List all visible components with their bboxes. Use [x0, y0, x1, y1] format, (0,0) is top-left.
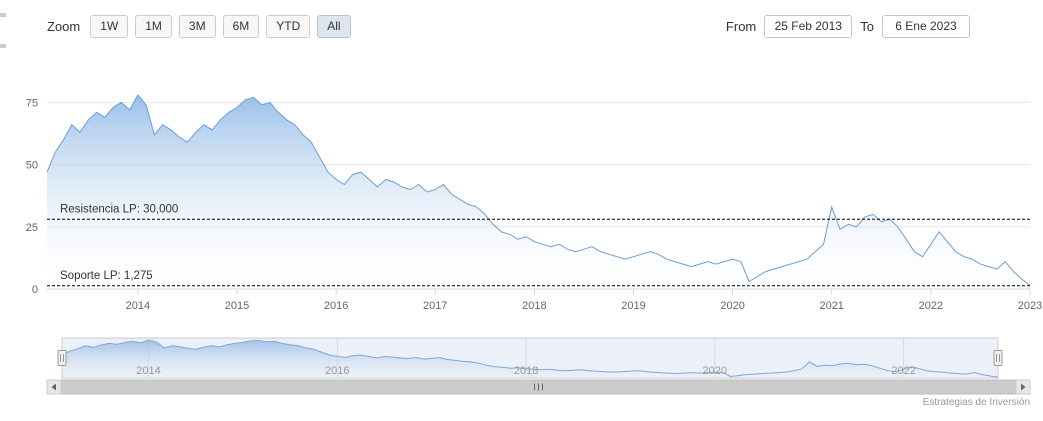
navigator-axis-label: 2020 — [703, 365, 727, 377]
x-axis-label: 2018 — [522, 300, 546, 312]
x-axis-label: 2019 — [621, 300, 645, 312]
range-button-3m[interactable]: 3M — [178, 14, 216, 38]
screen-edge-artifact — [0, 13, 6, 17]
x-axis-label: 2020 — [720, 300, 744, 312]
arrow-right-icon — [1021, 383, 1026, 391]
support-label: Soporte LP: 1,275 — [60, 270, 153, 282]
navigator-axis-label: 2014 — [136, 365, 160, 377]
resistance-label: Resistencia LP: 30,000 — [60, 203, 178, 215]
range-button-1w[interactable]: 1W — [90, 14, 129, 38]
y-axis-label: 75 — [26, 97, 38, 109]
to-label: To — [860, 18, 874, 34]
x-axis-label: 2023 — [1018, 300, 1042, 312]
zoom-label: Zoom — [47, 18, 81, 34]
to-date-input[interactable] — [882, 14, 970, 38]
x-axis-label: 2017 — [423, 300, 447, 312]
arrow-left-icon — [51, 383, 56, 391]
x-axis-label: 2021 — [819, 300, 843, 312]
navigator-mask — [62, 338, 998, 378]
y-axis-label: 50 — [26, 160, 38, 172]
range-button-group: 1W 1M 3M 6M YTD All — [90, 14, 351, 38]
from-label: From — [725, 18, 757, 34]
navigator-handle-left[interactable] — [57, 350, 67, 366]
navigator-series-line — [61, 339, 999, 378]
chart-credit[interactable]: Estrategias de Inversión — [922, 397, 1030, 408]
x-axis-label: 2015 — [225, 300, 249, 312]
y-axis-label: 25 — [26, 222, 38, 234]
scrollbar-left-button[interactable] — [46, 379, 62, 395]
range-button-all[interactable]: All — [317, 14, 351, 38]
navigator[interactable]: 2014 2016 2018 2020 2022 — [0, 333, 1043, 403]
navigator-axis-label: 2022 — [891, 365, 915, 377]
from-date-input[interactable] — [764, 14, 853, 38]
scrollbar-right-button[interactable] — [1015, 379, 1031, 395]
range-button-6m[interactable]: 6M — [222, 14, 260, 38]
date-range-group: From To — [725, 14, 970, 38]
navigator-handle-right[interactable] — [993, 350, 1003, 366]
range-button-ytd[interactable]: YTD — [266, 14, 311, 38]
series-line — [46, 94, 1031, 286]
screen-edge-artifact — [0, 44, 6, 48]
navigator-axis-label: 2016 — [325, 365, 349, 377]
x-axis-label: 2014 — [126, 300, 150, 312]
navigator-axis-label: 2018 — [514, 365, 538, 377]
range-button-1m[interactable]: 1M — [135, 14, 172, 38]
area-series — [47, 95, 1030, 289]
x-axis-label: 2022 — [919, 300, 943, 312]
x-axis-label: 2016 — [324, 300, 348, 312]
navigator-area-series — [62, 340, 998, 378]
main-chart[interactable]: 0 25 50 75 2014 2015 2016 2017 2018 2019 2020 2021 2… — [0, 58, 1043, 328]
y-axis-label: 0 — [32, 284, 38, 296]
